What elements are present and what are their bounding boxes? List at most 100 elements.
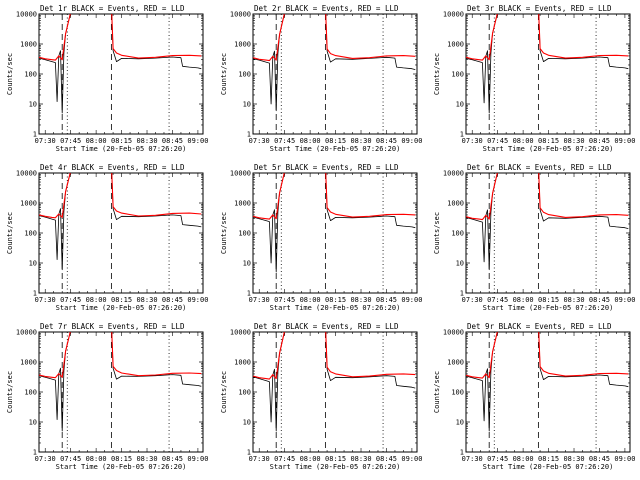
y-axis-label: Counts/sec — [433, 371, 441, 413]
x-tick-label: 07:30 — [249, 137, 270, 145]
y-tick-label: 1000 — [447, 200, 464, 208]
detector-panel: 1 10 100 1000 10000 07:30 07:45 08:00 08:15 08:30… — [433, 322, 635, 471]
x-tick-label: 09:00 — [614, 296, 635, 304]
y-tick-label: 100 — [238, 389, 251, 397]
lld-series-line — [39, 173, 202, 219]
x-tick-label: 08:00 — [86, 296, 107, 304]
panel-title: Det 4r BLACK = Events, RED = LLD — [40, 163, 185, 172]
x-tick-label: 08:00 — [513, 137, 534, 145]
detector-panel: 1 10 100 1000 10000 07:30 07:45 08:00 08:15 08:30… — [220, 4, 422, 153]
x-tick-label: 08:45 — [162, 455, 183, 463]
x-tick-label: 08:30 — [563, 296, 584, 304]
detector-panel: 1 10 100 1000 10000 07:30 07:45 08:00 08:15 08:30… — [220, 322, 422, 471]
lld-series-line — [466, 14, 629, 61]
y-tick-label: 100 — [451, 230, 464, 238]
x-tick-label: 07:45 — [487, 137, 508, 145]
y-axis-label: Counts/sec — [220, 371, 228, 413]
x-tick-label: 07:30 — [462, 296, 483, 304]
x-tick-label: 09:00 — [401, 137, 422, 145]
x-axis-label: Start Time (20-Feb-05 07:26:20) — [56, 463, 187, 471]
y-tick-label: 10 — [243, 101, 251, 109]
x-tick-label: 08:30 — [136, 296, 157, 304]
events-series-line — [466, 332, 629, 432]
x-axis-label: Start Time (20-Feb-05 07:26:20) — [270, 145, 401, 153]
x-tick-label: 08:30 — [136, 137, 157, 145]
y-tick-label: 1000 — [20, 200, 37, 208]
y-tick-label: 100 — [238, 230, 251, 238]
y-tick-label: 100 — [24, 230, 37, 238]
y-tick-label: 10000 — [230, 170, 251, 178]
x-tick-label: 07:30 — [35, 137, 56, 145]
x-tick-label: 08:45 — [589, 455, 610, 463]
x-tick-label: 07:30 — [249, 455, 270, 463]
y-tick-label: 1 — [247, 131, 251, 139]
y-tick-label: 1 — [460, 131, 464, 139]
lld-series-line — [39, 14, 202, 61]
y-axis-label: Counts/sec — [220, 53, 228, 95]
x-tick-label: 08:15 — [325, 455, 346, 463]
y-tick-label: 1000 — [20, 359, 37, 367]
x-axis-label: Start Time (20-Feb-05 07:26:20) — [483, 304, 614, 312]
x-tick-label: 09:00 — [401, 455, 422, 463]
x-tick-label: 08:00 — [513, 296, 534, 304]
panel-title: Det 3r BLACK = Events, RED = LLD — [467, 4, 612, 13]
x-tick-label: 07:45 — [274, 296, 295, 304]
y-tick-label: 100 — [451, 389, 464, 397]
x-tick-label: 07:45 — [60, 296, 81, 304]
y-axis-label: Counts/sec — [6, 212, 14, 254]
events-series-line — [253, 14, 416, 112]
y-tick-label: 10 — [456, 101, 464, 109]
x-tick-label: 08:15 — [111, 455, 132, 463]
y-tick-label: 1000 — [234, 359, 251, 367]
y-tick-label: 10 — [29, 419, 37, 427]
y-tick-label: 10000 — [16, 11, 37, 19]
x-tick-label: 07:45 — [274, 137, 295, 145]
events-series-line — [466, 14, 629, 114]
x-tick-label: 07:30 — [35, 296, 56, 304]
events-series-line — [39, 173, 202, 271]
detector-panel: 1 10 100 1000 10000 07:30 07:45 08:00 08:15 08:30… — [6, 163, 208, 312]
x-tick-label: 08:30 — [136, 455, 157, 463]
x-tick-label: 08:15 — [111, 296, 132, 304]
panel-title: Det 5r BLACK = Events, RED = LLD — [254, 163, 399, 172]
x-tick-label: 09:00 — [401, 296, 422, 304]
y-tick-label: 100 — [24, 389, 37, 397]
detector-panel: 1 10 100 1000 10000 07:30 07:45 08:00 08:15 08:30… — [433, 163, 635, 312]
x-axis-label: Start Time (20-Feb-05 07:26:20) — [56, 304, 187, 312]
y-tick-label: 10 — [456, 260, 464, 268]
x-tick-label: 07:30 — [249, 296, 270, 304]
y-tick-label: 10000 — [230, 329, 251, 337]
y-tick-label: 10000 — [443, 11, 464, 19]
x-tick-label: 08:45 — [589, 137, 610, 145]
x-tick-label: 08:30 — [563, 137, 584, 145]
x-tick-label: 07:45 — [487, 455, 508, 463]
y-tick-label: 10 — [29, 260, 37, 268]
detector-panel: 1 10 100 1000 10000 07:30 07:45 08:00 08:15 08:30… — [433, 4, 635, 153]
x-tick-label: 08:15 — [325, 296, 346, 304]
x-tick-label: 08:15 — [538, 296, 559, 304]
x-axis-label: Start Time (20-Feb-05 07:26:20) — [483, 463, 614, 471]
lld-series-line — [466, 173, 629, 221]
panel-title: Det 6r BLACK = Events, RED = LLD — [467, 163, 612, 172]
x-tick-label: 08:00 — [86, 455, 107, 463]
x-tick-label: 08:00 — [300, 296, 321, 304]
y-tick-label: 1 — [33, 290, 37, 298]
x-tick-label: 08:00 — [513, 455, 534, 463]
x-tick-label: 07:45 — [487, 296, 508, 304]
x-tick-label: 08:30 — [350, 137, 371, 145]
x-axis-label: Start Time (20-Feb-05 07:26:20) — [270, 304, 401, 312]
y-tick-label: 1000 — [234, 41, 251, 49]
y-tick-label: 10000 — [443, 170, 464, 178]
y-axis-label: Counts/sec — [433, 212, 441, 254]
y-tick-label: 10 — [243, 260, 251, 268]
x-tick-label: 08:00 — [300, 455, 321, 463]
x-tick-label: 08:30 — [563, 455, 584, 463]
y-tick-label: 10000 — [16, 329, 37, 337]
y-tick-label: 10000 — [230, 11, 251, 19]
y-axis-label: Counts/sec — [6, 371, 14, 413]
panel-title: Det 2r BLACK = Events, RED = LLD — [254, 4, 399, 13]
x-tick-label: 08:00 — [86, 137, 107, 145]
x-axis-label: Start Time (20-Feb-05 07:26:20) — [56, 145, 187, 153]
panel-title: Det 8r BLACK = Events, RED = LLD — [254, 322, 399, 331]
